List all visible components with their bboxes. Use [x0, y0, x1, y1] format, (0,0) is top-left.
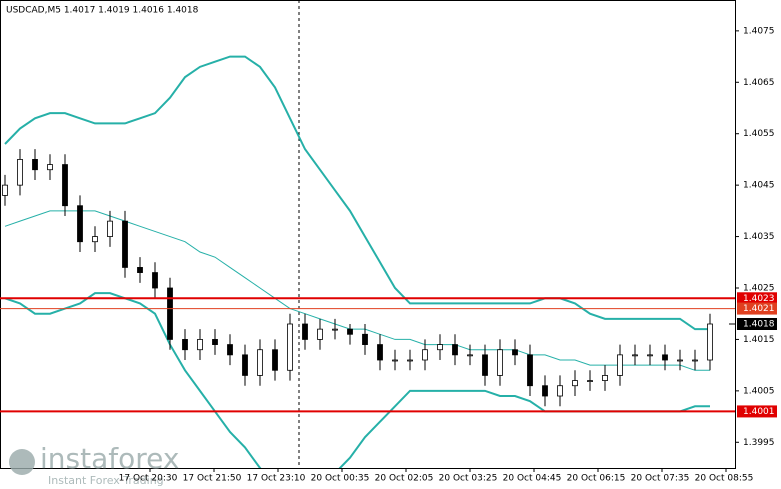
y-tick-label: 1.4065 [743, 78, 775, 88]
candle-body [32, 159, 38, 171]
price-tag-label: 1.4001 [743, 407, 775, 417]
candle-body [617, 354, 623, 376]
watermark: instaforex Instant Forex Trading [9, 442, 179, 487]
candle-body [317, 328, 323, 340]
candle-body [392, 359, 398, 362]
candle-body [242, 354, 248, 376]
candle-body [407, 359, 413, 362]
candle-body [212, 339, 218, 345]
price-tag-label: 1.4021 [743, 304, 775, 314]
x-tick-label: 17 Oct 23:10 [247, 474, 306, 484]
candle-body [17, 159, 23, 186]
candle-body [332, 328, 338, 331]
y-tick-label: 1.3995 [743, 438, 775, 448]
candle-body [437, 344, 443, 351]
candle-body [347, 328, 353, 335]
candle-body [107, 220, 113, 237]
last-price-tag [737, 318, 777, 330]
candle-body [512, 349, 518, 356]
candle-body [47, 164, 53, 171]
y-tick-label: 1.4035 [743, 232, 775, 242]
y-tick-label: 1.4055 [743, 129, 775, 139]
candle-body [182, 339, 188, 351]
price-tag-label: 1.4023 [743, 294, 775, 304]
x-tick-label: 20 Oct 02:05 [375, 474, 434, 484]
candle-body [662, 354, 668, 361]
chart-title: USDCAD,M5 1.4017 1.4019 1.4016 1.4018 [6, 6, 199, 16]
price-tag [737, 302, 777, 315]
candle-body [557, 385, 563, 397]
candle-body [167, 287, 173, 340]
logo [9, 449, 35, 475]
x-tick-label: 20 Oct 04:45 [503, 474, 562, 484]
candle-body [497, 349, 503, 376]
candle-body [137, 267, 143, 273]
x-tick-label: 20 Oct 07:35 [631, 474, 690, 484]
candle-body [572, 380, 578, 387]
price-tag [737, 292, 777, 305]
candle-body [62, 164, 68, 207]
candle-body [92, 236, 98, 243]
brand: instaforex [40, 442, 179, 475]
x-tick-label: 17 Oct 20:30 [119, 474, 178, 484]
band-line [4, 55, 710, 331]
candle-body [227, 344, 233, 356]
x-tick-label: 20 Oct 03:25 [439, 474, 498, 484]
x-tick-label: 20 Oct 00:35 [311, 474, 370, 484]
candle-body [647, 354, 653, 357]
candle-body [197, 339, 203, 351]
y-tick-label: 1.4075 [743, 26, 775, 36]
candle-body [587, 380, 593, 382]
price-tag [737, 405, 777, 418]
candle-body [257, 349, 263, 376]
candle-body [542, 385, 548, 397]
candle-body [77, 205, 83, 243]
band-line [4, 210, 710, 371]
candle-body [692, 359, 698, 362]
candle-body [707, 323, 713, 361]
x-tick-label: 20 Oct 06:15 [567, 474, 626, 484]
tagline: Instant Forex Trading [48, 474, 164, 487]
candle-body [287, 323, 293, 371]
candle-body [362, 333, 368, 345]
candle-body [122, 220, 128, 268]
x-tick-label: 17 Oct 21:50 [183, 474, 242, 484]
candle-body [677, 359, 683, 362]
candle-body [602, 375, 608, 381]
candle-body [527, 354, 533, 387]
candle-body [632, 354, 638, 357]
y-tick-label: 1.4015 [743, 335, 775, 345]
candle-body [2, 184, 8, 196]
x-tick-label: 20 Oct 08:55 [695, 474, 754, 484]
last-price-label: 1.4018 [743, 320, 775, 330]
candle-body [467, 354, 473, 357]
candle-body [482, 354, 488, 376]
y-tick-label: 1.4025 [743, 284, 775, 294]
candle-body [452, 344, 458, 356]
candle-body [152, 272, 158, 289]
candle-body [422, 349, 428, 361]
plot-frame [0, 0, 736, 469]
candle-body [377, 344, 383, 361]
candle-body [302, 323, 308, 340]
y-tick-label: 1.4045 [743, 181, 775, 191]
y-tick-label: 1.4005 [743, 386, 775, 396]
candle-body [272, 349, 278, 371]
